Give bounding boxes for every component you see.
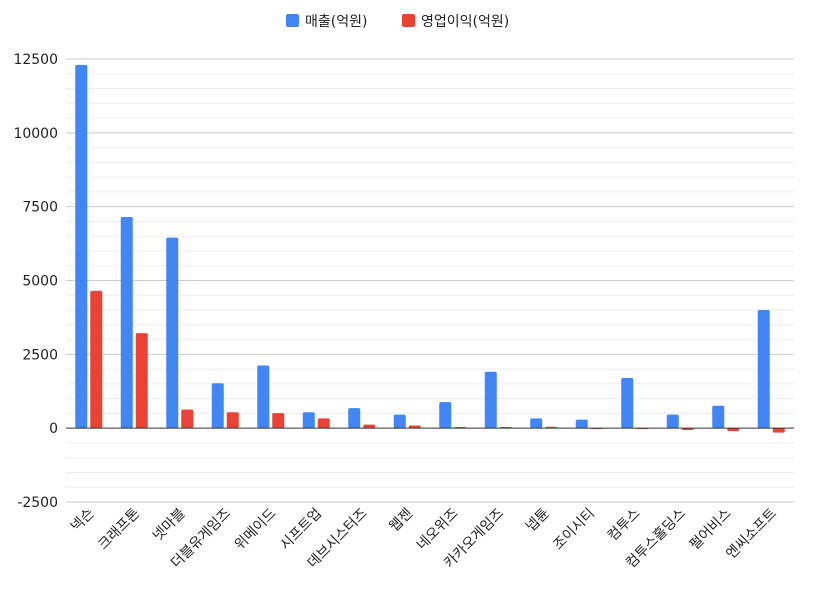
y-tick-label: 10000 [13, 126, 58, 142]
revenue-bar-3 [211, 383, 224, 429]
x-category-label: 웹젠 [387, 506, 417, 536]
profit-bar-0 [90, 290, 103, 429]
legend-label: 영업이익(억원) [421, 14, 509, 30]
revenue-bar-1 [120, 217, 133, 429]
profit-bar-6 [363, 424, 376, 429]
y-axis: -2500 0 2500 5000 7500 10000 12500 [13, 52, 58, 511]
revenue-bar-9 [484, 371, 497, 429]
revenue-bar-15 [757, 310, 770, 429]
y-tick-label: -2500 [17, 495, 58, 511]
revenue-bar-12 [621, 377, 634, 429]
revenue-bar-2 [166, 237, 179, 429]
x-category-label: 위메이드 [232, 505, 280, 553]
profit-bar-7 [408, 425, 421, 429]
x-category-label: 조이시티 [550, 506, 598, 554]
legend-swatch [286, 14, 299, 27]
y-tick-label: 7500 [22, 200, 58, 216]
x-category-label: 크래프톤 [95, 505, 143, 553]
x-category-label: 넵튠 [523, 505, 553, 535]
revenue-bar-11 [575, 419, 588, 429]
profit-bar-15 [772, 428, 785, 433]
revenue-bar-5 [302, 412, 315, 429]
x-category-label: 넥슨 [68, 505, 98, 535]
revenue-bar-13 [666, 414, 679, 429]
profit-bar-3 [226, 412, 239, 429]
revenue-bar-4 [257, 365, 270, 429]
profit-bar-5 [317, 418, 330, 429]
y-tick-label: 12500 [13, 52, 58, 68]
revenue-bar-14 [712, 405, 725, 429]
profit-bar-14 [727, 428, 740, 432]
x-category-label: 엔씨소프트 [723, 505, 780, 562]
x-category-label: 컴투스 [605, 505, 644, 544]
y-tick-label: 2500 [22, 347, 58, 363]
revenue-bar-8 [439, 402, 452, 429]
bars [75, 64, 785, 433]
y-tick-label: 5000 [22, 274, 58, 290]
y-tick-label: 0 [49, 421, 58, 437]
profit-bar-4 [272, 413, 285, 429]
legend-swatch [402, 14, 415, 27]
revenue-bar-0 [75, 64, 88, 429]
legend: 매출(억원) 영업이익(억원) [286, 14, 509, 30]
profit-bar-1 [135, 333, 148, 429]
revenue-bar-7 [393, 414, 406, 429]
x-category-label: 넷마블 [150, 505, 189, 544]
revenue-bar-10 [530, 418, 543, 429]
profit-bar-2 [181, 409, 194, 429]
legend-label: 매출(억원) [305, 14, 367, 30]
revenue-bar-6 [348, 408, 361, 429]
